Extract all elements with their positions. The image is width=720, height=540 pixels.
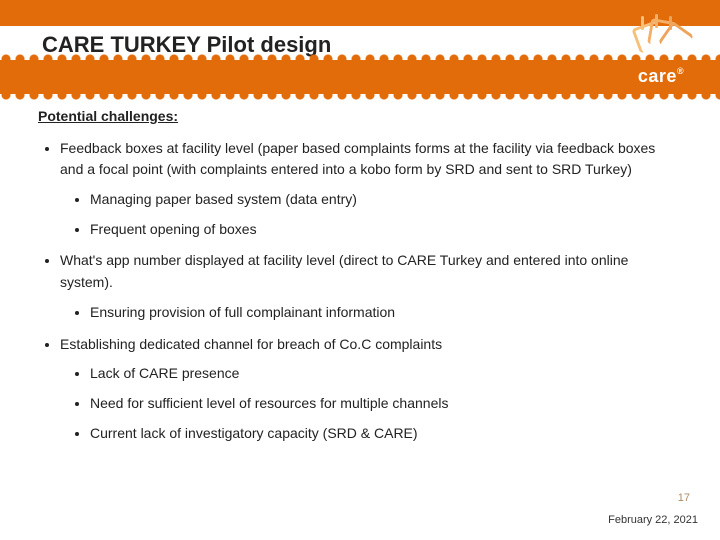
list-item: Current lack of investigatory capacity (… (90, 423, 682, 445)
content-area: Potential challenges: Feedback boxes at … (38, 106, 682, 454)
list-item: What's app number displayed at facility … (60, 250, 682, 323)
sub-list: Ensuring provision of full complainant i… (60, 302, 682, 324)
care-logo: care® (616, 6, 706, 96)
list-item-text: Feedback boxes at facility level (paper … (60, 140, 655, 178)
list-item: Lack of CARE presence (90, 363, 682, 385)
subheading: Potential challenges: (38, 106, 682, 128)
list-item: Managing paper based system (data entry) (90, 189, 682, 211)
header-torn-band (0, 60, 720, 94)
header-top-bar (0, 0, 720, 26)
care-hands-icon (631, 16, 691, 64)
list-item: Feedback boxes at facility level (paper … (60, 138, 682, 241)
bullet-list: Feedback boxes at facility level (paper … (38, 138, 682, 445)
care-logo-text: care® (638, 66, 684, 87)
list-item-text: Frequent opening of boxes (90, 221, 257, 237)
slide: CARE TURKEY Pilot design care® Potential… (0, 0, 720, 540)
list-item-text: Ensuring provision of full complainant i… (90, 304, 395, 320)
list-item: Need for sufficient level of resources f… (90, 393, 682, 415)
list-item-text: Lack of CARE presence (90, 365, 239, 381)
list-item-text: Establishing dedicated channel for breac… (60, 336, 442, 352)
list-item-text: What's app number displayed at facility … (60, 252, 628, 290)
list-item-text: Managing paper based system (data entry) (90, 191, 357, 207)
footer-date: February 22, 2021 (608, 514, 698, 526)
sub-list: Lack of CARE presence Need for sufficien… (60, 363, 682, 444)
list-item-text: Current lack of investigatory capacity (… (90, 425, 418, 441)
list-item: Ensuring provision of full complainant i… (90, 302, 682, 324)
page-number: 17 (678, 492, 690, 504)
sub-list: Managing paper based system (data entry)… (60, 189, 682, 240)
list-item: Establishing dedicated channel for breac… (60, 334, 682, 445)
list-item-text: Need for sufficient level of resources f… (90, 395, 448, 411)
list-item: Frequent opening of boxes (90, 219, 682, 241)
